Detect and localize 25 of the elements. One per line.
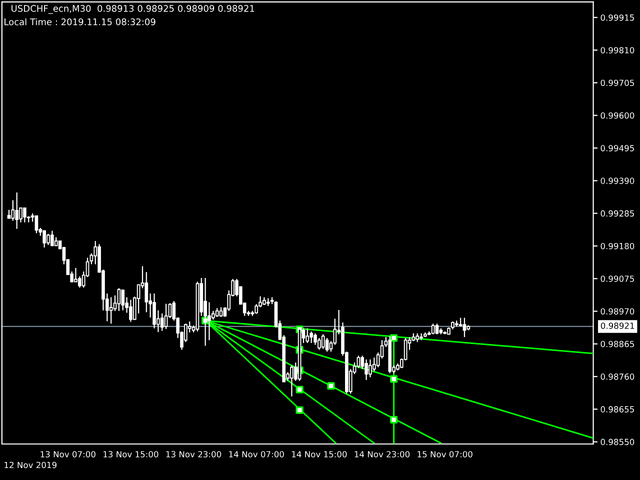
y-tick-label: 0.99390 bbox=[600, 178, 634, 184]
y-tick-label: 0.99285 bbox=[600, 210, 634, 217]
y-tick-label: 0.98550 bbox=[600, 438, 634, 446]
x-tick-label: 14 Nov 23:00 bbox=[354, 451, 410, 458]
y-tick-label: 0.99915 bbox=[600, 14, 634, 21]
text: 12 Nov 2019 bbox=[4, 462, 56, 468]
annotation: Local Time : 2019.11.15 08:32:09 bbox=[4, 18, 156, 26]
y-tick-label: 0.99705 bbox=[600, 80, 634, 86]
y-tick-label: 0.98760 bbox=[600, 374, 634, 380]
y-tick-label: 0.98865 bbox=[600, 340, 634, 348]
y-tick-label: 0.99180 bbox=[600, 242, 634, 250]
y-tick-label: 0.99810 bbox=[600, 47, 634, 54]
x-tick-label: 14 Nov 07:00 bbox=[229, 451, 284, 458]
x-tick-label: 13 Nov 07:00 bbox=[40, 451, 96, 458]
x-tick-label: 13 Nov 23:00 bbox=[166, 451, 222, 458]
ref-line-label: 0.98921 bbox=[600, 322, 634, 329]
y-tick-label: 0.99600 bbox=[600, 112, 634, 119]
x-tick-label: 14 Nov 15:00 bbox=[292, 451, 347, 458]
y-tick-label: 0.98970 bbox=[600, 308, 634, 315]
x-tick-label: 15 Nov 07:00 bbox=[418, 451, 472, 458]
x-tick-label: 13 Nov 15:00 bbox=[104, 451, 158, 458]
chart-title: USDCHF_ecn,M30 0.98913 0.98925 0.98909 0.98921 bbox=[12, 5, 254, 14]
y-tick-label: 0.98655 bbox=[600, 406, 634, 412]
y-tick-label: 0.99495 bbox=[600, 145, 634, 152]
y-tick-label: 0.99075 bbox=[600, 276, 634, 282]
